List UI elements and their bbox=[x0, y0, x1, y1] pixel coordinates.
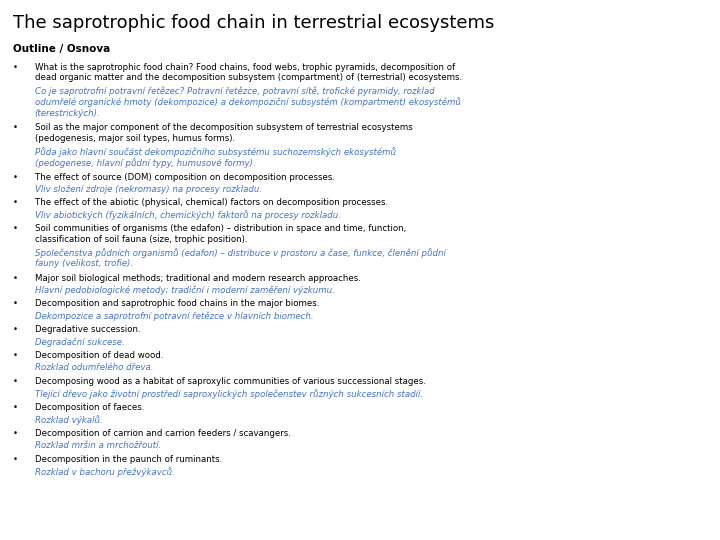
Text: •: • bbox=[13, 124, 18, 132]
Text: Půda jako hlavní součást dekompozičního subsystému suchozemských ekosystémů
(ped: Půda jako hlavní součást dekompozičního … bbox=[35, 147, 395, 168]
Text: Degradační sukcese.: Degradační sukcese. bbox=[35, 338, 125, 347]
Text: Decomposing wood as a habitat of saproxylic communities of various successional : Decomposing wood as a habitat of saproxy… bbox=[35, 377, 426, 386]
Text: Hlavní pedobiologické metody; tradiční i moderní zaměření výzkumu.: Hlavní pedobiologické metody; tradiční i… bbox=[35, 286, 334, 295]
Text: Tlející dřevo jako životní prostředí saproxylických společenstev různých sukcesn: Tlející dřevo jako životní prostředí sap… bbox=[35, 389, 423, 399]
Text: •: • bbox=[13, 63, 18, 72]
Text: Rozklad výkalů.: Rozklad výkalů. bbox=[35, 415, 102, 425]
Text: The effect of the abiotic (physical, chemical) factors on decomposition processe: The effect of the abiotic (physical, che… bbox=[35, 199, 387, 207]
Text: Major soil biological methods; traditional and modern research approaches.: Major soil biological methods; tradition… bbox=[35, 273, 361, 282]
Text: •: • bbox=[13, 429, 18, 438]
Text: •: • bbox=[13, 199, 18, 207]
Text: Decomposition of faeces.: Decomposition of faeces. bbox=[35, 403, 144, 412]
Text: Dekompozice a saprotrofní potravní řetězce v hlavních biomech.: Dekompozice a saprotrofní potravní řetěz… bbox=[35, 312, 313, 321]
Text: Decomposition of carrion and carrion feeders / scavangers.: Decomposition of carrion and carrion fee… bbox=[35, 429, 290, 438]
Text: Společenstva půdních organismů (edafon) – distribuce v prostoru a čase, funkce, : Společenstva půdních organismů (edafon) … bbox=[35, 248, 446, 268]
Text: Decomposition of dead wood.: Decomposition of dead wood. bbox=[35, 352, 163, 360]
Text: Rozklad v bachoru přežvýkavců.: Rozklad v bachoru přežvýkavců. bbox=[35, 467, 174, 477]
Text: Rozklad odumřelého dřeva.: Rozklad odumřelého dřeva. bbox=[35, 363, 153, 373]
Text: •: • bbox=[13, 173, 18, 181]
Text: •: • bbox=[13, 377, 18, 386]
Text: Co je saprotrofní potravní řetězec? Potravní řetězce, potravní sítě, trofické py: Co je saprotrofní potravní řetězec? Potr… bbox=[35, 86, 460, 118]
Text: •: • bbox=[13, 403, 18, 412]
Text: What is the saprotrophic food chain? Food chains, food webs, trophic pyramids, d: What is the saprotrophic food chain? Foo… bbox=[35, 63, 462, 82]
Text: Rozklad mršin a mrchožřoutí.: Rozklad mršin a mrchožřoutí. bbox=[35, 441, 161, 450]
Text: Soil communities of organisms (the edafon) – distribution in space and time, fun: Soil communities of organisms (the edafo… bbox=[35, 225, 406, 244]
Text: Vliv složení zdroje (nekromasy) na procesy rozkladu.: Vliv složení zdroje (nekromasy) na proce… bbox=[35, 185, 261, 194]
Text: Degradative succession.: Degradative succession. bbox=[35, 325, 140, 334]
Text: The effect of source (DOM) composition on decomposition processes.: The effect of source (DOM) composition o… bbox=[35, 173, 335, 181]
Text: •: • bbox=[13, 455, 18, 464]
Text: •: • bbox=[13, 299, 18, 308]
Text: •: • bbox=[13, 352, 18, 360]
Text: •: • bbox=[13, 325, 18, 334]
Text: The saprotrophic food chain in terrestrial ecosystems: The saprotrophic food chain in terrestri… bbox=[13, 14, 495, 31]
Text: Vliv abiotických (fyzikálních, chemických) faktorů na procesy rozkladu.: Vliv abiotických (fyzikálních, chemickýc… bbox=[35, 211, 341, 220]
Text: Decomposition in the paunch of ruminants.: Decomposition in the paunch of ruminants… bbox=[35, 455, 222, 464]
Text: •: • bbox=[13, 225, 18, 233]
Text: Outline / Osnova: Outline / Osnova bbox=[13, 44, 110, 55]
Text: Decomposition and saprotrophic food chains in the major biomes.: Decomposition and saprotrophic food chai… bbox=[35, 299, 319, 308]
Text: Soil as the major component of the decomposition subsystem of terrestrial ecosys: Soil as the major component of the decom… bbox=[35, 124, 413, 143]
Text: •: • bbox=[13, 273, 18, 282]
